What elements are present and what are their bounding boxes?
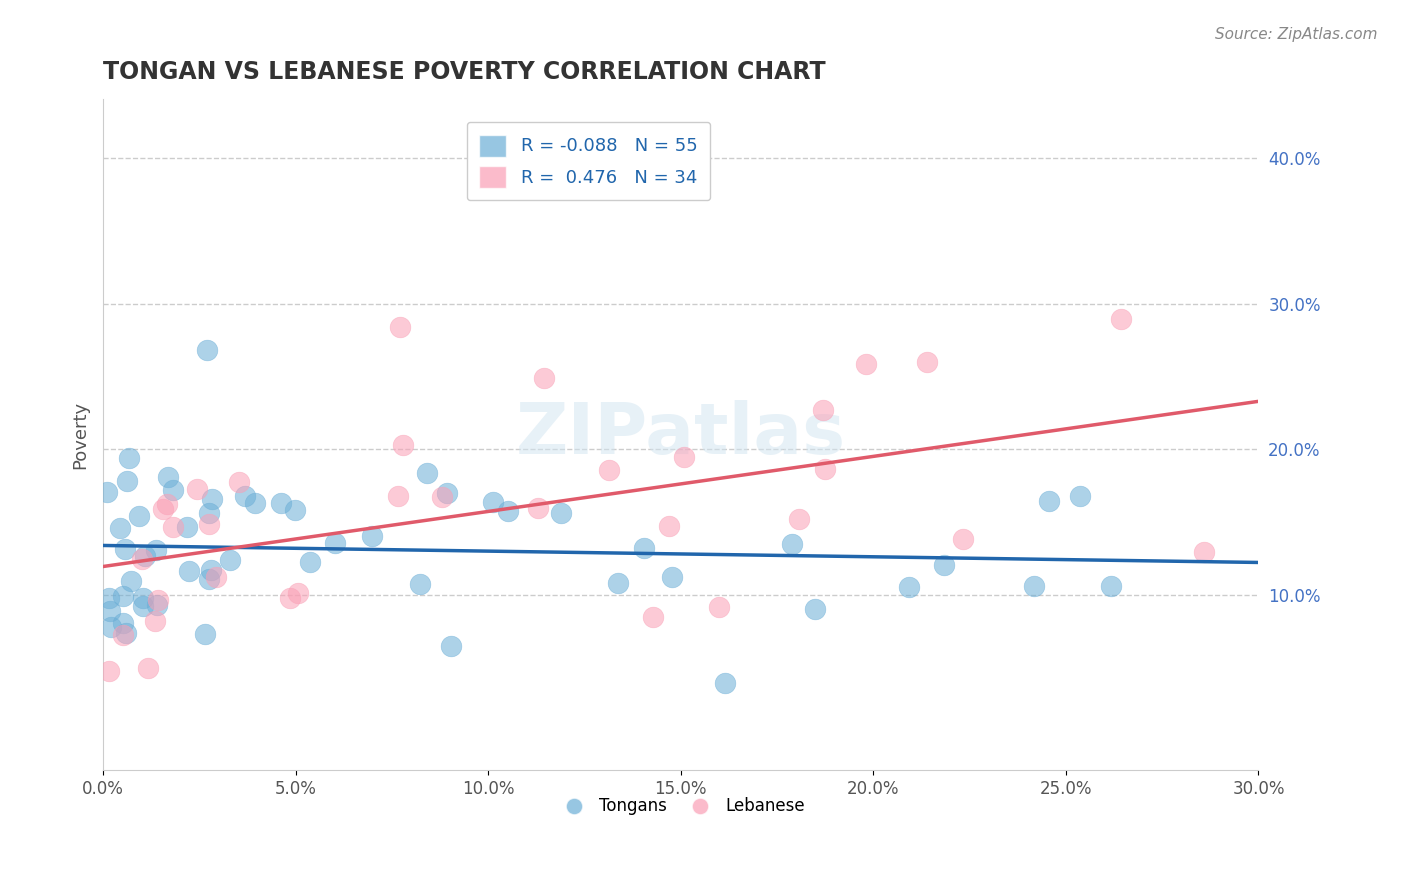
Point	[96, 485, 118, 500]
Point	[598, 463, 620, 477]
Point	[278, 591, 301, 606]
Point	[1194, 545, 1216, 559]
Point	[388, 320, 411, 334]
Point	[132, 599, 155, 613]
Point	[1069, 489, 1091, 503]
Point	[496, 504, 519, 518]
Point	[527, 501, 550, 516]
Point	[195, 343, 218, 358]
Point	[97, 665, 120, 679]
Point	[932, 558, 955, 573]
Point	[270, 495, 292, 509]
Point	[176, 520, 198, 534]
Text: ZIPatlas: ZIPatlas	[516, 401, 846, 469]
Point	[550, 506, 572, 520]
Point	[162, 483, 184, 497]
Point	[814, 462, 837, 476]
Point	[898, 580, 921, 594]
Point	[132, 591, 155, 605]
Point	[391, 438, 413, 452]
Point	[145, 543, 167, 558]
Point	[148, 593, 170, 607]
Point	[111, 616, 134, 631]
Point	[284, 503, 307, 517]
Point	[155, 497, 177, 511]
Point	[97, 591, 120, 606]
Point	[533, 371, 555, 385]
Point	[633, 541, 655, 556]
Point	[186, 482, 208, 496]
Point	[198, 517, 221, 532]
Point	[298, 555, 321, 569]
Point	[162, 520, 184, 534]
Point	[1022, 579, 1045, 593]
Point	[915, 355, 938, 369]
Point	[235, 489, 257, 503]
Point	[1099, 579, 1122, 593]
Point	[134, 549, 156, 563]
Point	[325, 535, 347, 549]
Point	[641, 610, 664, 624]
Point	[245, 496, 267, 510]
Point	[136, 661, 159, 675]
Point	[128, 509, 150, 524]
Text: Source: ZipAtlas.com: Source: ZipAtlas.com	[1215, 27, 1378, 42]
Point	[607, 575, 630, 590]
Point	[118, 450, 141, 465]
Point	[111, 589, 134, 603]
Point	[1038, 494, 1060, 508]
Point	[201, 491, 224, 506]
Point	[111, 628, 134, 642]
Point	[110, 520, 132, 534]
Y-axis label: Poverty: Poverty	[72, 401, 89, 469]
Point	[416, 466, 439, 480]
Point	[952, 532, 974, 546]
Point	[115, 474, 138, 488]
Point	[287, 586, 309, 600]
Point	[143, 614, 166, 628]
Point	[219, 553, 242, 567]
Point	[709, 599, 731, 614]
Point	[658, 519, 681, 533]
Point	[387, 489, 409, 503]
Point	[228, 475, 250, 490]
Legend: Tongans, Lebanese: Tongans, Lebanese	[550, 790, 811, 822]
Point	[115, 626, 138, 640]
Point	[198, 506, 221, 520]
Point	[409, 576, 432, 591]
Point	[780, 537, 803, 551]
Text: TONGAN VS LEBANESE POVERTY CORRELATION CHART: TONGAN VS LEBANESE POVERTY CORRELATION C…	[103, 60, 825, 84]
Point	[200, 564, 222, 578]
Point	[714, 675, 737, 690]
Point	[1109, 312, 1132, 326]
Point	[430, 490, 453, 504]
Point	[157, 470, 180, 484]
Point	[146, 598, 169, 612]
Point	[813, 403, 835, 417]
Point	[177, 564, 200, 578]
Point	[131, 551, 153, 566]
Point	[672, 450, 695, 464]
Point	[100, 620, 122, 634]
Point	[787, 512, 810, 526]
Point	[440, 639, 463, 653]
Point	[855, 357, 877, 371]
Point	[481, 495, 503, 509]
Point	[152, 502, 174, 516]
Point	[204, 570, 226, 584]
Point	[197, 572, 219, 586]
Point	[98, 603, 121, 617]
Point	[120, 574, 142, 589]
Point	[194, 627, 217, 641]
Point	[436, 485, 458, 500]
Point	[361, 529, 384, 543]
Point	[661, 570, 683, 584]
Point	[803, 602, 825, 616]
Point	[114, 541, 136, 556]
